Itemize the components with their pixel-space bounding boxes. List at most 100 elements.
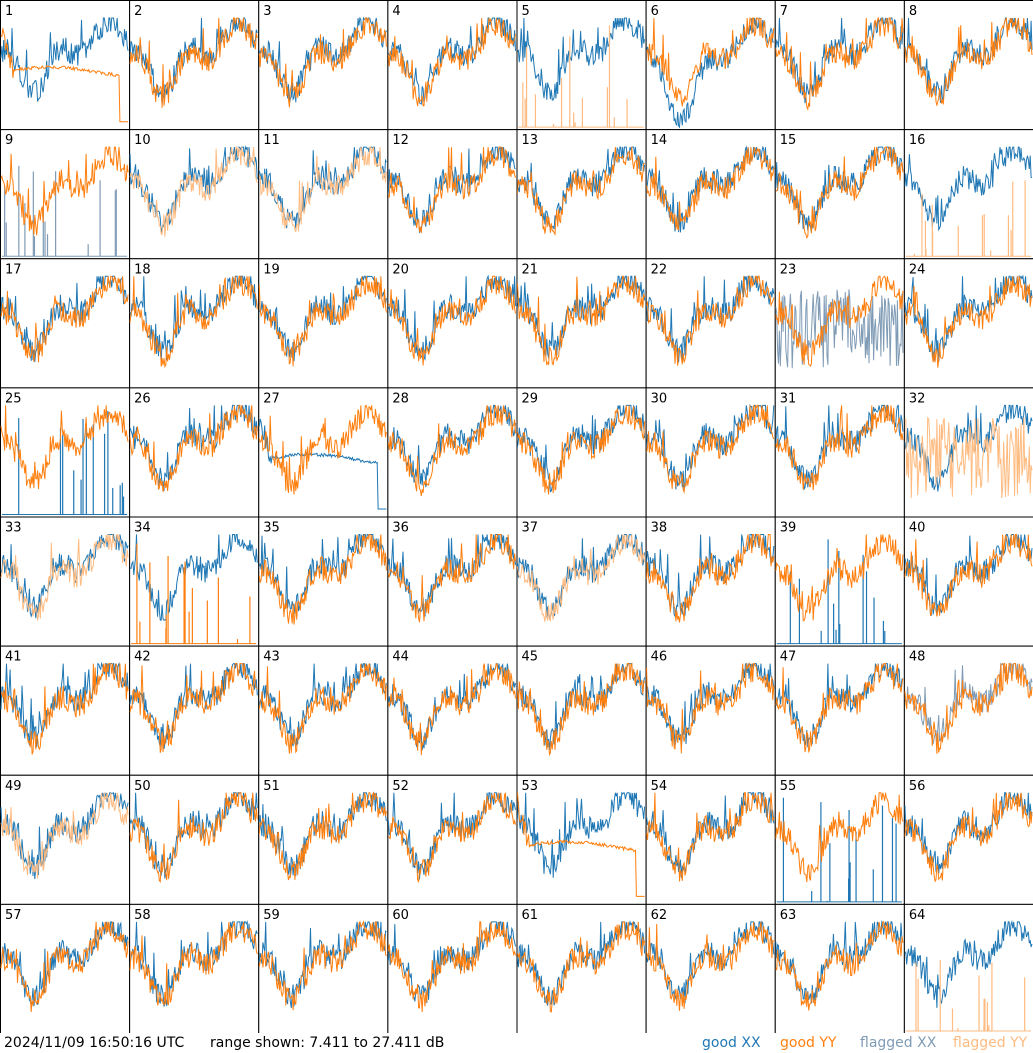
series-yy [0,792,129,879]
panel-5: 5 [516,0,647,131]
series-xx [0,791,129,880]
series-xx [904,146,1033,232]
series-yy [517,534,646,622]
panel-frame [258,903,389,1033]
panel-42: 42 [129,645,260,776]
series-yy [517,662,646,757]
panel-44: 44 [387,645,518,776]
series-yy [905,180,1031,257]
series-yy [129,404,258,493]
panel-label: 8 [909,4,917,19]
series-yy [517,921,646,1013]
series-xx [387,404,516,488]
panel-frame [258,129,389,260]
panel-label: 3 [263,4,271,19]
series-yy [388,792,516,884]
panel-frame [903,0,1033,131]
panel-58: 58 [129,903,260,1033]
panel-3: 3 [258,0,389,131]
series-yy [388,146,516,234]
series-xx [0,275,129,362]
series-yy [129,17,258,108]
series-yy [0,534,129,621]
panel-label: 37 [522,521,539,536]
series-yy [646,533,775,623]
panel-label: 33 [5,521,22,536]
panel-27: 27 [258,387,389,518]
series-yy [904,534,1033,617]
panel-label: 57 [5,908,22,923]
series-yy [258,404,387,495]
panel-36: 36 [387,516,518,647]
panel-label: 12 [392,133,409,148]
panel-61: 61 [516,903,647,1033]
panel-frame [258,387,389,518]
panel-label: 7 [780,4,788,19]
panel-16: 16 [903,129,1033,260]
series-xx [258,533,387,616]
panel-28: 28 [387,387,518,518]
series-yy [775,663,904,754]
panel-50: 50 [129,774,260,905]
panel-label: 58 [134,908,151,923]
series-xx [258,146,387,229]
series-yy [775,146,904,240]
panel-31: 31 [774,387,905,518]
panel-label: 19 [263,262,280,277]
panel-label: 31 [780,391,797,406]
panel-label: 64 [909,908,926,923]
series-yy [0,663,129,755]
panel-label: 17 [5,262,22,277]
series-yy [646,147,775,231]
series-yy [388,275,516,366]
panel-38: 38 [645,516,776,647]
series-xx [2,165,128,257]
panel-label: 60 [392,908,409,923]
panel-frame [903,774,1033,905]
panel-label: 52 [392,779,409,794]
series-yy [775,921,904,1011]
panel-label: 53 [522,779,539,794]
series-xx [646,275,775,363]
series-yy [905,959,1031,1032]
series-yy [517,405,646,495]
series-yy [129,791,258,883]
panel-9: 9 [0,129,131,260]
panel-10: 10 [129,129,260,260]
panel-53: 53 [516,774,647,905]
series-yy [775,405,904,491]
panel-20: 20 [387,258,518,389]
panel-label: 40 [909,521,926,536]
panel-label: 62 [651,908,668,923]
series-xx [387,921,516,1004]
panel-label: 50 [134,779,151,794]
panel-47: 47 [774,645,905,776]
series-yy [258,17,387,108]
panel-label: 14 [651,133,668,148]
panel-label: 34 [134,521,151,536]
panel-label: 5 [522,4,530,19]
panel-frame [516,387,647,518]
series-yy [775,16,904,111]
series-yy [904,662,1033,754]
panel-45: 45 [516,645,647,776]
panel-6: 6 [645,0,776,131]
panel-label: 4 [392,4,400,19]
panel-49: 49 [0,774,131,905]
panel-label: 21 [522,262,539,277]
panel-label: 43 [263,650,280,665]
series-xx [904,919,1033,1008]
legend-good-xx: good XX [702,1035,761,1051]
panel-label: 45 [522,650,539,665]
panel-label: 22 [651,262,668,277]
series-xx [0,17,129,102]
panel-label: 47 [780,650,797,665]
series-xx [387,534,516,617]
series-yy [646,16,775,107]
panel-label: 27 [263,391,280,406]
panel-1: 1 [0,0,131,131]
panel-label: 59 [263,908,280,923]
series-yy [0,28,129,123]
panel-55: 55 [774,774,905,905]
panel-label: 25 [5,391,22,406]
